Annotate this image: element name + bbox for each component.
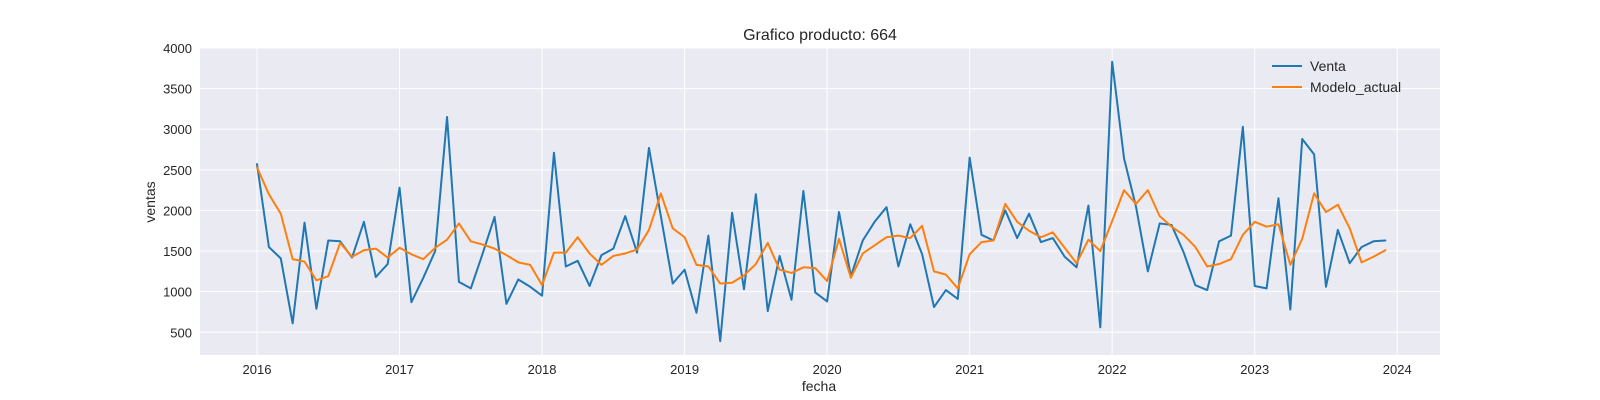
legend-label: Modelo_actual (1310, 79, 1401, 95)
x-axis-label: fecha (802, 378, 836, 394)
x-tick-label: 2017 (385, 362, 414, 377)
y-tick-label: 2000 (163, 203, 192, 218)
y-axis-label: ventas (142, 181, 158, 222)
legend: Venta Modelo_actual (1272, 58, 1401, 95)
x-tick-label: 2021 (955, 362, 984, 377)
x-tick-label: 2019 (670, 362, 699, 377)
x-tick-label: 2022 (1098, 362, 1127, 377)
plot-area (200, 48, 1440, 355)
y-tick-label: 2500 (163, 163, 192, 178)
y-tick-label: 4000 (163, 41, 192, 56)
chart-title: Grafico producto: 664 (743, 27, 897, 44)
series-line-modelo-actual (256, 166, 1387, 290)
x-tick-label: 2016 (243, 362, 272, 377)
y-axis-ticks: 500 1000 1500 2000 2500 3000 3500 4000 (163, 41, 192, 340)
legend-label: Venta (1310, 58, 1346, 74)
x-tick-label: 2020 (813, 362, 842, 377)
series-lines (256, 60, 1387, 343)
x-tick-label: 2018 (528, 362, 557, 377)
y-tick-label: 500 (170, 325, 192, 340)
y-tick-label: 3500 (163, 82, 192, 97)
x-tick-label: 2024 (1383, 362, 1412, 377)
y-tick-label: 3000 (163, 122, 192, 137)
x-tick-label: 2023 (1240, 362, 1269, 377)
x-axis-ticks: 2016 2017 2018 2019 2020 2021 2022 2023 2024 (243, 362, 1412, 377)
series-line-venta (256, 60, 1387, 343)
y-tick-label: 1000 (163, 285, 192, 300)
y-tick-label: 1500 (163, 244, 192, 259)
